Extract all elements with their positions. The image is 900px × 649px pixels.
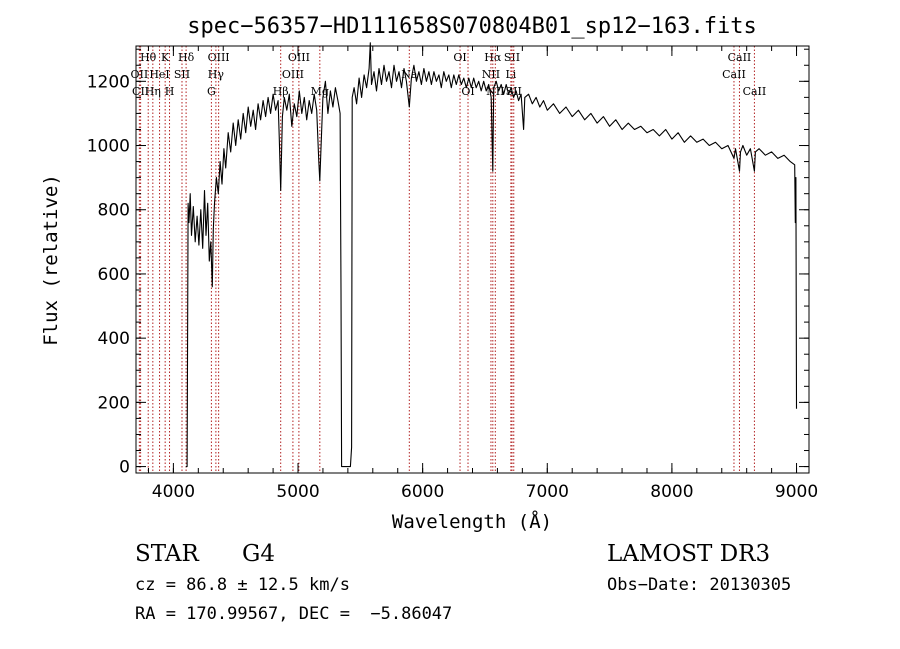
x-tick-label: 8000 (650, 482, 693, 502)
spectral-line-label: CaII (722, 68, 746, 81)
spectral-line-label: OI (461, 85, 474, 98)
y-tick-label: 800 (98, 201, 130, 221)
spectral-line-label: OIII (208, 51, 230, 64)
spectral-line-label: SII (174, 68, 190, 81)
x-tick-label: 9000 (775, 482, 818, 502)
spectral-line-label: Hβ (273, 85, 289, 98)
y-axis-label: Flux (relative) (40, 174, 62, 346)
spectral-line-label: Hδ (178, 51, 195, 64)
spectral-line-label: K (161, 51, 170, 64)
spectral-line-label: OII (131, 68, 149, 81)
spectral-line-label: G (207, 85, 216, 98)
spectral-line-label: Hα (484, 51, 502, 64)
y-tick-label: 600 (98, 265, 130, 285)
y-tick-label: 1200 (87, 72, 130, 92)
y-tick-label: 0 (119, 458, 130, 478)
spectral-line-label: OIII (282, 68, 304, 81)
spectral-line-label: OI (453, 51, 466, 64)
plot-frame (135, 45, 810, 474)
object-subclass: G4 (242, 541, 275, 567)
y-tick-label: 1000 (87, 137, 130, 157)
chart-title: spec−56357−HD111658S070804B01_sp12−163.f… (187, 14, 757, 39)
spectral-line-label: Hγ (208, 68, 225, 81)
y-tick-label: 200 (98, 393, 130, 413)
axes: 4000 5000 6000 7000 8000 9000 0 200 400 600 800 100… (87, 46, 818, 502)
coordinates: RA = 170.99567, DEC = −5.86047 (135, 604, 452, 624)
flux-series (185, 42, 798, 468)
spectral-line-label: Li (505, 68, 516, 81)
flux-line (185, 42, 798, 468)
observation-date: Obs−Date: 20130305 (607, 575, 791, 595)
y-tick-label: 400 (98, 329, 130, 349)
spectral-line-label: OIII (288, 51, 310, 64)
redshift-cz: cz = 86.8 ± 12.5 km/s (135, 575, 350, 595)
spectral-line-label: Hη (145, 85, 161, 98)
x-tick-label: 5000 (276, 482, 319, 502)
spectral-line-label: CaII (728, 51, 752, 64)
spectral-line-label: H (165, 85, 175, 98)
spectral-line-label: SII (506, 85, 522, 98)
spectral-line-label: Hθ (140, 51, 157, 64)
x-tick-label: 7000 (526, 482, 569, 502)
spectral-line-label: CaII (743, 85, 767, 98)
x-tick-label: 4000 (152, 482, 195, 502)
x-tick-label: 6000 (401, 482, 444, 502)
x-axis-label: Wavelength (Å) (392, 510, 552, 533)
object-class: STAR (135, 541, 199, 567)
survey-label: LAMOST DR3 (607, 541, 770, 567)
spectral-line-label: SII (504, 51, 520, 64)
spectral-line-label: NII (482, 68, 500, 81)
